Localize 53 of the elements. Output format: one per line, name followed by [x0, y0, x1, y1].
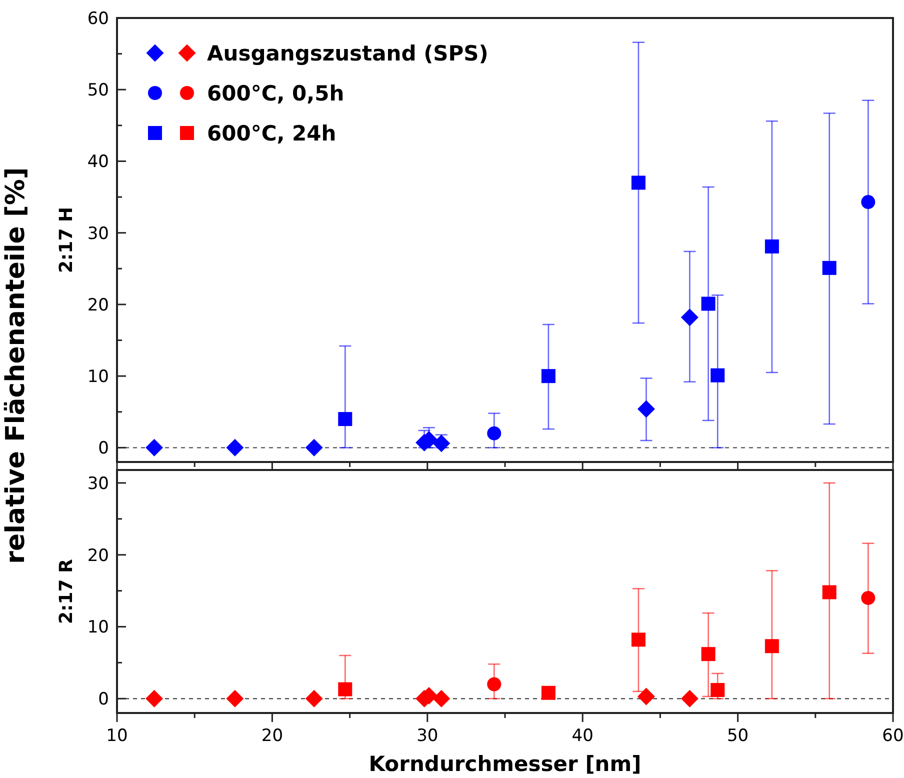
x-tick-label: 40: [572, 726, 594, 746]
point: [637, 400, 655, 418]
point: [701, 296, 716, 311]
point: [146, 438, 163, 456]
point: [861, 590, 876, 605]
point: [680, 308, 698, 326]
point: [338, 412, 352, 426]
point: [710, 368, 725, 382]
point: [146, 690, 163, 708]
point: [764, 239, 779, 254]
point: [822, 585, 836, 600]
point: [541, 369, 556, 384]
point: [822, 260, 836, 275]
legend-label: 600°C, 0,5h: [207, 81, 344, 106]
point: [637, 688, 655, 706]
y-tick-label: 60: [87, 8, 109, 29]
point: [487, 426, 502, 440]
y-axis-title: 2:17 R: [56, 558, 77, 624]
y-tick-label: 10: [87, 367, 109, 388]
y-tick-label: 50: [87, 80, 109, 101]
point: [631, 176, 646, 190]
y-tick-label: 0: [98, 438, 109, 459]
x-tick-label: 30: [416, 726, 438, 746]
x-tick-label: 20: [261, 726, 284, 746]
point: [305, 690, 323, 708]
point: [432, 434, 450, 452]
point: [338, 682, 352, 696]
x-axis-title: Korndurchmesser [nm]: [368, 752, 642, 776]
legend-label: Ausgangszustand (SPS): [207, 41, 488, 66]
legend-label: 600°C, 24h: [207, 121, 336, 146]
point: [305, 438, 323, 456]
x-tick-label: 60: [882, 726, 904, 746]
point: [432, 690, 450, 708]
y-tick-label: 30: [87, 224, 109, 244]
y-tick-label: 10: [87, 618, 109, 638]
y-tick-label: 20: [87, 546, 109, 566]
point: [764, 639, 779, 654]
y-tick-label: 20: [87, 295, 109, 316]
text: relative Flächenanteile [%]: [1, 167, 31, 564]
point: [861, 195, 876, 210]
y-tick-label: 0: [98, 690, 109, 710]
point: [631, 632, 646, 647]
point: [226, 438, 244, 456]
y-axis-title: 2:17 H: [56, 206, 77, 274]
y-tick-label: 40: [87, 152, 109, 172]
point: [701, 647, 716, 662]
x-tick-label: 50: [726, 726, 749, 746]
point: [226, 690, 244, 708]
y-tick-label: 30: [87, 474, 109, 494]
point: [710, 682, 725, 697]
point: [487, 677, 502, 692]
point: [541, 686, 556, 700]
point: [680, 690, 698, 708]
